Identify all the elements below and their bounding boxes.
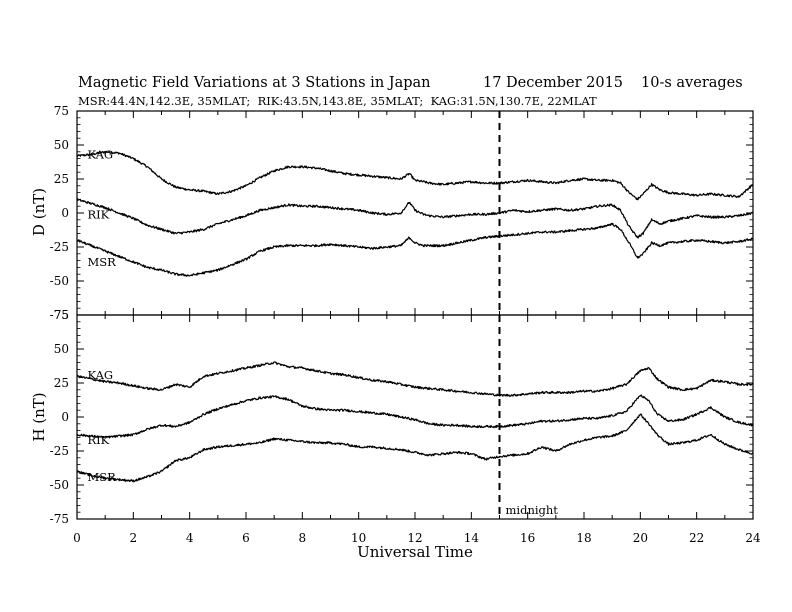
y-tick-label-h: 25 xyxy=(54,376,69,390)
midnight-label: midnight xyxy=(506,503,559,517)
y-axis-label-d: D (nT) xyxy=(30,188,48,236)
y-tick-label-d: -75 xyxy=(50,308,69,322)
series-label-msr-d: MSR xyxy=(87,255,116,269)
y-tick-label-h: -50 xyxy=(50,478,69,492)
x-tick-label: 12 xyxy=(407,531,422,545)
x-tick-label: 2 xyxy=(130,531,138,545)
series-line-kag-h xyxy=(76,361,754,397)
x-tick-label: 8 xyxy=(299,531,307,545)
x-tick-label: 20 xyxy=(633,531,648,545)
x-tick-label: 18 xyxy=(576,531,591,545)
series-line-rik-h xyxy=(76,394,754,439)
chart-subtitle: MSR:44.4N,142.3E, 35MLAT; RIK:43.5N,143.… xyxy=(78,94,597,108)
series-line-msr-h xyxy=(76,413,754,483)
x-tick-label: 0 xyxy=(73,531,81,545)
plot-area: 75 50 25 0 -25 -50 -75 KAG RIK MSR 75 50 25 0 -25 -50 -7… xyxy=(50,104,761,545)
x-axis-label: Universal Time xyxy=(357,543,473,561)
panel-frame-d xyxy=(76,110,754,316)
chart-title: Magnetic Field Variations at 3 Stations … xyxy=(78,75,431,91)
y-tick-label-d: -50 xyxy=(50,274,69,288)
chart-date: 17 December 2015 xyxy=(483,75,623,91)
panel-frame-h xyxy=(76,314,754,520)
chart-averaging: 10-s averages xyxy=(641,75,743,91)
x-tick-label: 22 xyxy=(689,531,704,545)
y-tick-label-h: -25 xyxy=(50,444,69,458)
series-label-kag-d: KAG xyxy=(87,148,113,162)
series-label-kag-h: KAG xyxy=(87,368,113,382)
y-tick-label-d: -25 xyxy=(50,240,69,254)
y-tick-label-d: 25 xyxy=(54,172,69,186)
y-tick-label-h: 75 xyxy=(54,308,69,322)
series-label-rik-h: RIK xyxy=(87,433,109,447)
series-line-kag-d xyxy=(76,150,754,201)
series-label-msr-h: MSR xyxy=(87,470,116,484)
x-tick-label: 16 xyxy=(520,531,535,545)
series-line-rik-d xyxy=(76,198,754,239)
x-tick-label: 24 xyxy=(745,531,761,545)
y-tick-label-d: 0 xyxy=(61,206,69,220)
x-tick-label: 14 xyxy=(464,531,480,545)
x-tick-label: 10 xyxy=(351,531,366,545)
y-tick-label-d: 75 xyxy=(54,104,69,118)
y-tick-label-d: 50 xyxy=(54,138,69,152)
series-label-rik-d: RIK xyxy=(87,207,109,221)
y-tick-label-h: -75 xyxy=(50,512,69,526)
x-tick-label: 6 xyxy=(242,531,250,545)
series-line-msr-d xyxy=(76,222,754,277)
y-tick-label-h: 0 xyxy=(61,410,69,424)
y-tick-label-h: 50 xyxy=(54,342,69,356)
y-axis-label-h: H (nT) xyxy=(30,392,48,441)
x-tick-label: 4 xyxy=(186,531,194,545)
